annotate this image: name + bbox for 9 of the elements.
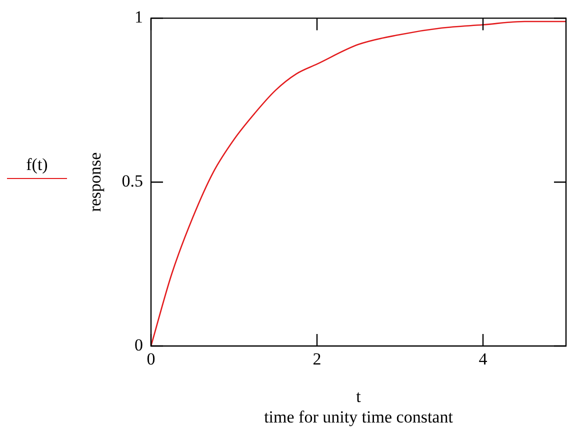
x-tick-label: 0	[146, 350, 156, 369]
y-axis-title: response	[86, 152, 105, 212]
y-tick-label: 0	[134, 335, 143, 354]
x-axis-title: t time for unity time constant	[264, 386, 454, 426]
text: f(t)	[26, 155, 48, 175]
y-tick-label: 1	[134, 8, 143, 27]
x-tick-label: 2	[312, 350, 322, 369]
x-tick-label: 4	[478, 350, 488, 369]
y-tick-label: 0.5	[122, 172, 143, 191]
